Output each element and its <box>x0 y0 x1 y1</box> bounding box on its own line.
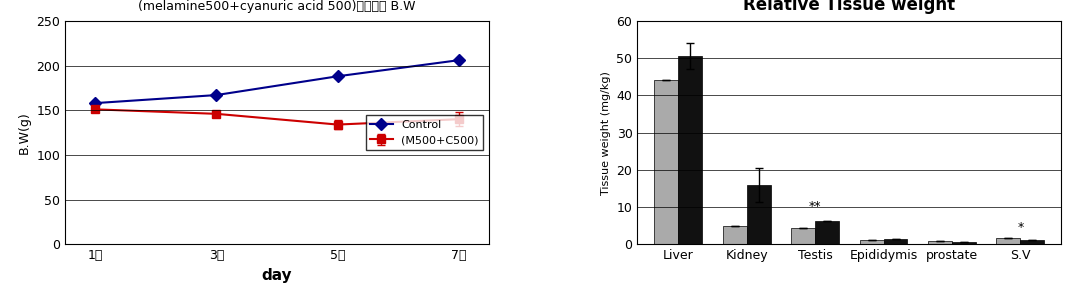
Bar <box>747 185 771 244</box>
Text: **: ** <box>809 200 821 213</box>
Bar <box>654 80 678 244</box>
Title: Relative Tissue weight: Relative Tissue weight <box>743 0 955 14</box>
Legend: Control, (M500+C500): Control, (M500+C500) <box>366 115 483 150</box>
Bar <box>792 228 815 244</box>
Bar <box>996 238 1020 244</box>
Bar <box>860 240 884 244</box>
Bar <box>815 221 839 244</box>
Text: *: * <box>1017 221 1023 234</box>
Bar <box>884 239 908 244</box>
Control <box>210 93 223 97</box>
X-axis label: day: day <box>262 268 292 283</box>
Y-axis label: B.W(g): B.W(g) <box>17 111 30 154</box>
Bar <box>952 242 976 244</box>
Control <box>331 74 344 78</box>
Bar <box>722 226 747 244</box>
Title: (melamine500+cyanuric acid 500)병용투여 B.W: (melamine500+cyanuric acid 500)병용투여 B.W <box>139 0 416 13</box>
Bar <box>1020 240 1044 244</box>
Control <box>89 101 102 105</box>
Line: Control: Control <box>91 56 462 107</box>
Bar <box>678 56 702 244</box>
Control <box>453 58 466 62</box>
Y-axis label: Tissue weight (mg/kg): Tissue weight (mg/kg) <box>601 71 611 195</box>
Bar <box>928 241 952 244</box>
